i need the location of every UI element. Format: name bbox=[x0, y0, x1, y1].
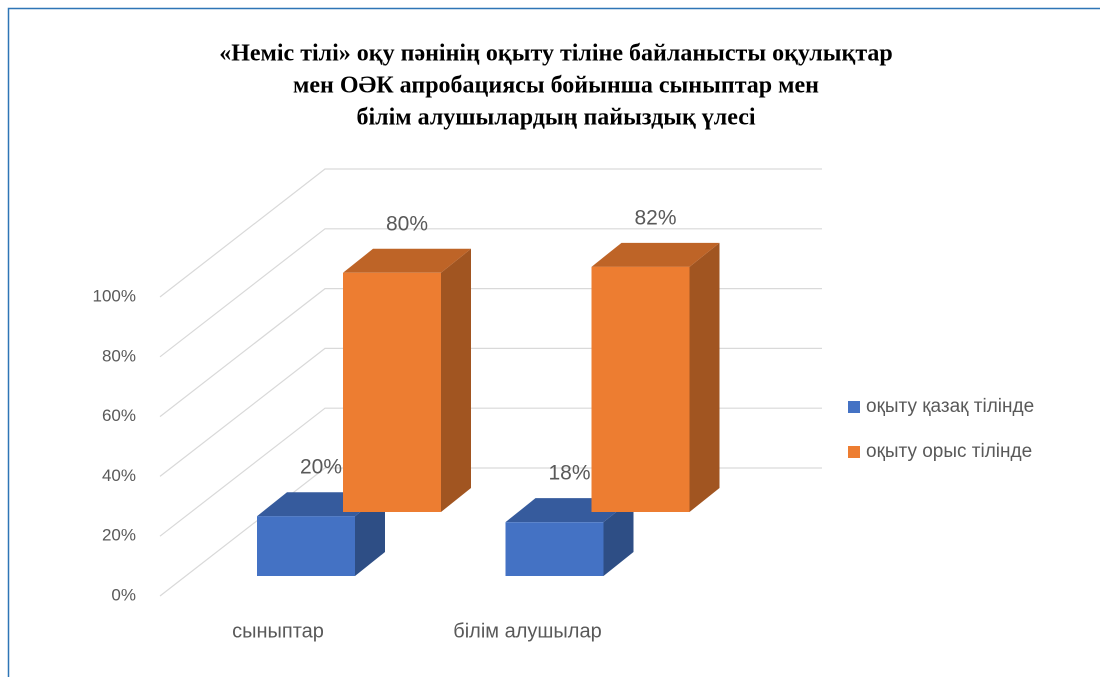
data-label: 18% bbox=[548, 462, 590, 485]
bar bbox=[505, 498, 634, 576]
y-tick-label: 0% bbox=[111, 585, 136, 604]
legend-swatch bbox=[848, 401, 860, 413]
bar-front bbox=[343, 272, 441, 512]
legend-label: оқыту қазақ тілінде bbox=[866, 396, 1034, 417]
bar-top bbox=[591, 242, 720, 267]
bar-front bbox=[257, 516, 355, 576]
data-label: 82% bbox=[634, 206, 676, 229]
x-tick-label: сыныптар bbox=[232, 620, 324, 642]
bar-front bbox=[591, 266, 690, 512]
data-label: 80% bbox=[386, 212, 428, 235]
bar-top bbox=[343, 248, 471, 273]
bar-side bbox=[689, 242, 720, 512]
chart-title: білім алушылардың пайыздық үлесі bbox=[356, 105, 755, 131]
x-tick-label: білім алушылар bbox=[453, 620, 601, 642]
y-tick-label: 40% bbox=[102, 466, 136, 485]
bar-side bbox=[441, 248, 471, 513]
grid-line bbox=[159, 168, 822, 298]
bar bbox=[591, 242, 720, 512]
grid-line bbox=[159, 288, 822, 418]
y-tick-label: 60% bbox=[102, 406, 136, 425]
chart-title: «Неміс тілі» оқу пәнінің оқыту тіліне ба… bbox=[219, 41, 893, 67]
bar-side bbox=[355, 492, 385, 576]
y-tick-label: 20% bbox=[102, 526, 136, 545]
chart-title: мен ОӘК апробациясы бойынша сыныптар мен bbox=[293, 73, 819, 99]
y-tick-label: 80% bbox=[102, 346, 136, 365]
bar bbox=[343, 248, 471, 513]
y-tick-label: 100% bbox=[93, 286, 136, 305]
grid-line bbox=[159, 228, 822, 358]
bar-front bbox=[505, 522, 604, 576]
chart-border bbox=[7, 7, 1100, 677]
legend-label: оқыту орыс тілінде bbox=[866, 441, 1032, 462]
grid-line bbox=[159, 347, 822, 477]
data-label: 20% bbox=[300, 456, 342, 479]
bar-side bbox=[603, 498, 634, 576]
legend-swatch bbox=[848, 446, 860, 458]
